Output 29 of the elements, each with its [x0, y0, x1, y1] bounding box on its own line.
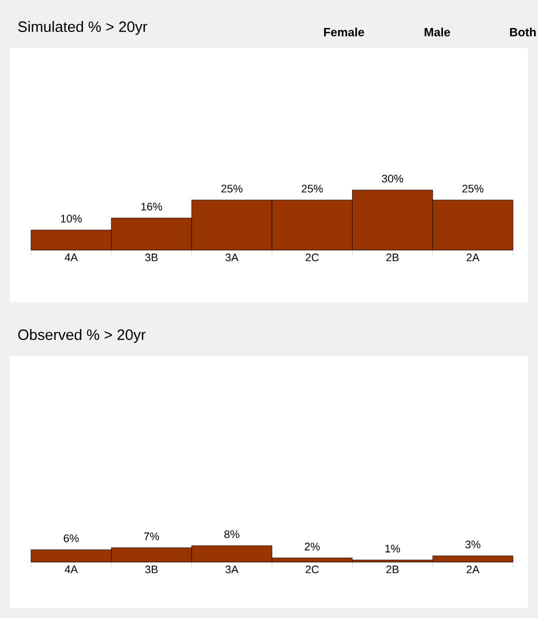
text: Female — [324, 28, 364, 36]
chart-title: Simulated % > 20yr — [18, 21, 148, 35]
chart-title: Observed % > 20yr — [18, 329, 146, 343]
x-tick-label: 2A — [466, 566, 480, 574]
data-label: 6% — [64, 534, 79, 542]
data-label: 16% — [141, 202, 162, 210]
x-tick-label: 2B — [386, 566, 399, 574]
x-tick-label: 3A — [226, 254, 239, 262]
data-label: 2% — [304, 542, 320, 550]
x-tick-label: 2C — [306, 566, 319, 574]
x-tick-label: 3B — [145, 566, 158, 574]
data-label: 3% — [465, 540, 480, 548]
data-label: 10% — [61, 214, 82, 222]
data-label: 1% — [385, 544, 400, 552]
x-tick-label: 3A — [226, 566, 239, 574]
x-tick-label: 4A — [64, 254, 78, 262]
x-tick-label: 3B — [145, 254, 158, 262]
data-label: 8% — [224, 530, 240, 538]
x-tick-label: 2A — [466, 254, 480, 262]
text: Male — [424, 28, 450, 36]
data-label: 30% — [382, 174, 404, 182]
data-label: 25% — [462, 184, 484, 192]
x-tick-label: 2C — [306, 254, 319, 262]
data-label: 25% — [302, 184, 323, 192]
data-label: 25% — [221, 184, 242, 192]
data-label: 7% — [144, 532, 160, 540]
x-tick-label: 2B — [386, 254, 399, 262]
text: Both — [510, 28, 536, 36]
x-tick-label: 4A — [64, 566, 78, 574]
